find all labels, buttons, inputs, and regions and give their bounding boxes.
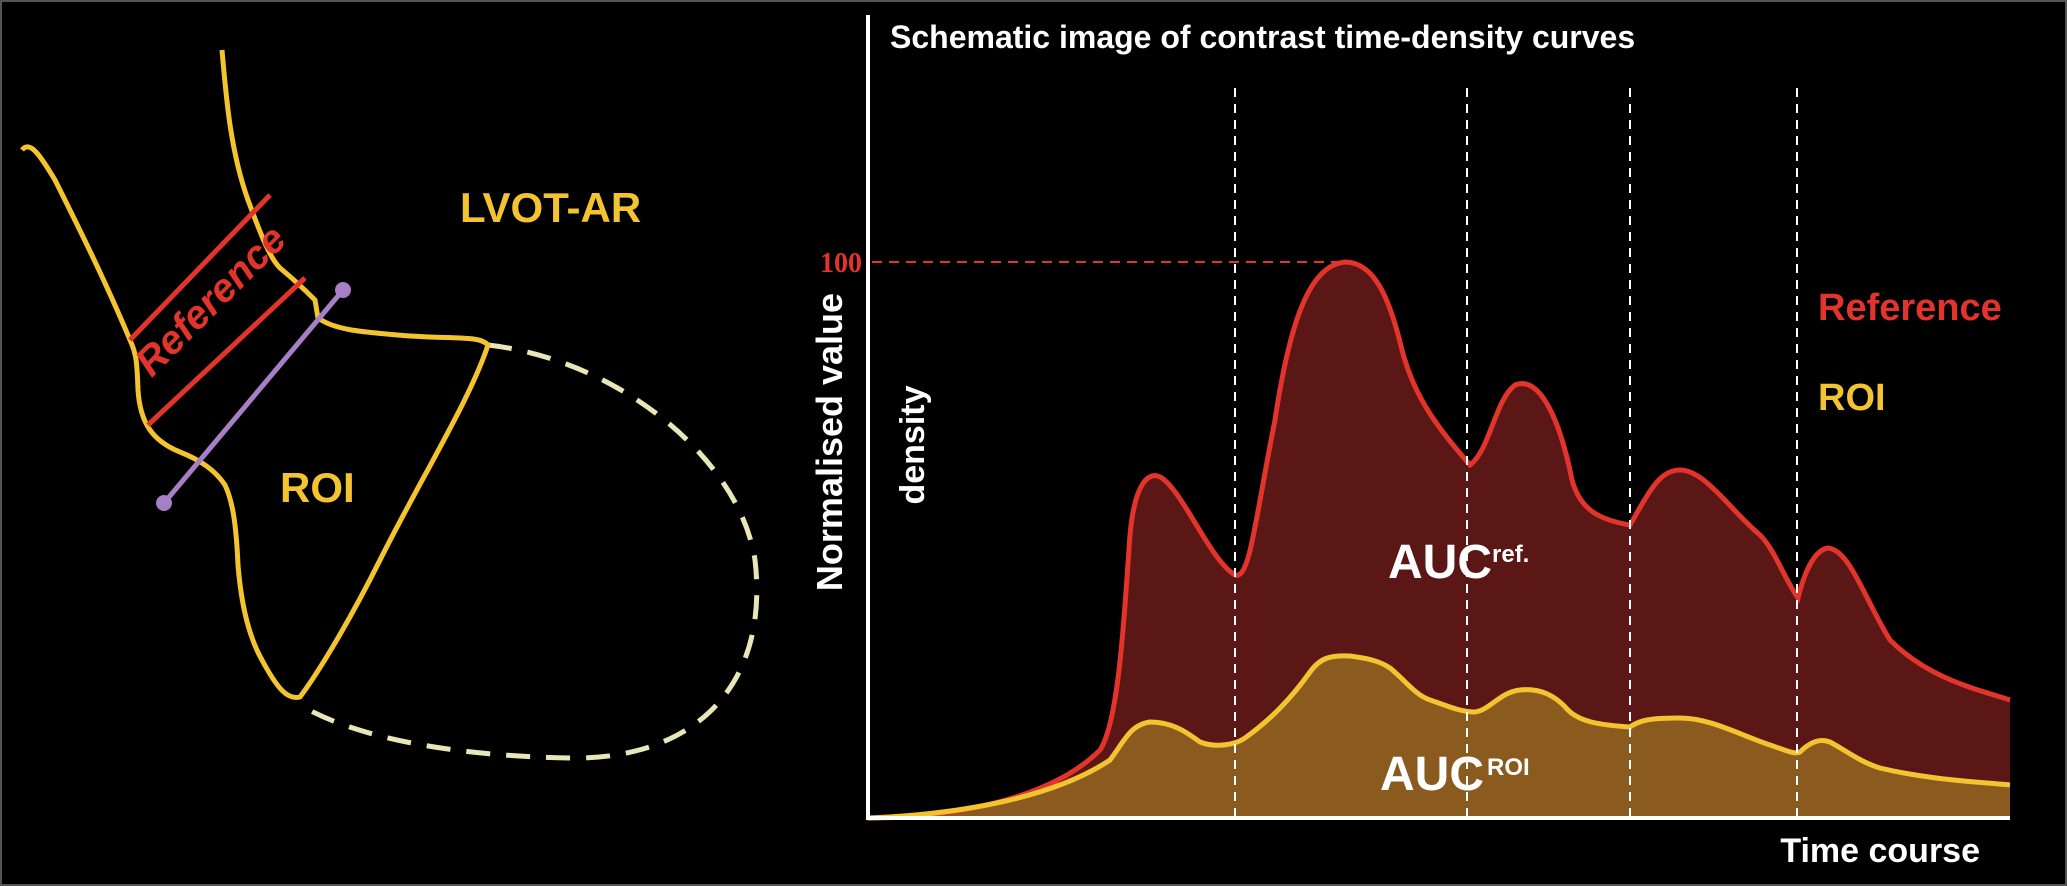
roi-region-label: ROI (280, 464, 355, 511)
time-density-chart: Schematic image of contrast time-density… (809, 15, 2011, 870)
lvot-outline (20, 49, 491, 700)
auc-roi-label: AUC (1380, 748, 1484, 801)
y-axis-label: Normalised value (809, 293, 850, 591)
roi-area (868, 655, 2010, 818)
reference-curve (867, 259, 2011, 821)
auc-ref-label: AUC (1388, 536, 1492, 589)
legend-reference: Reference (1818, 287, 2002, 329)
reference-line-lower (146, 276, 307, 427)
y-tick-100: 100 (820, 248, 862, 279)
lvot-ar-label: LVOT-AR (460, 184, 641, 231)
reference-area (868, 262, 2010, 818)
purple-dot-upper (335, 282, 351, 298)
auc-roi-superscript: ROI (1487, 754, 1530, 781)
purple-measure-line (162, 288, 345, 505)
roi-curve (867, 653, 2011, 821)
y-sub-label: density (894, 385, 932, 504)
auc-ref-superscript: ref. (1492, 541, 1529, 568)
reference-line-upper (128, 193, 272, 342)
legend-roi: ROI (1818, 377, 1886, 419)
ventricle-dashed-outline (298, 342, 760, 761)
chart-title: Schematic image of contrast time-density… (890, 19, 1635, 55)
purple-dot-lower (156, 495, 172, 511)
x-axis-label: Time course (1780, 832, 1980, 870)
